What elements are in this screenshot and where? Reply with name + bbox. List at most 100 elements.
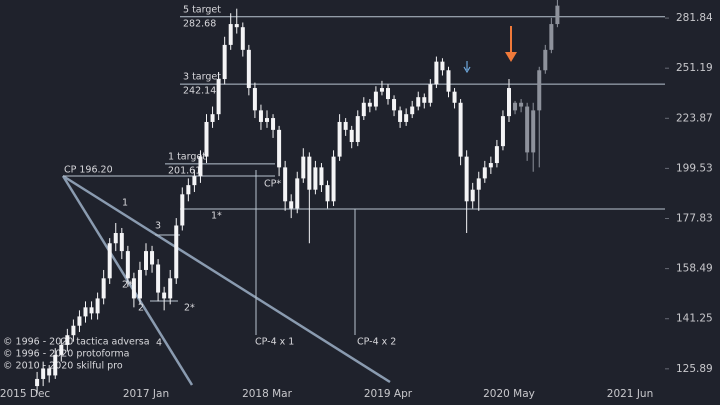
- y-tick-label: 141.25: [676, 313, 713, 325]
- candle-body: [258, 110, 263, 122]
- candle-body: [482, 167, 487, 179]
- credit: © 1996 - 2020 protoforma: [3, 349, 129, 360]
- candle-body: [367, 102, 372, 107]
- candle-body: [107, 243, 112, 279]
- candle-body: [537, 70, 542, 111]
- candle-body: [271, 118, 276, 130]
- candle-body: [83, 307, 88, 317]
- candle-body: [525, 106, 530, 153]
- candle-body: [228, 24, 233, 45]
- candle-body: [41, 368, 46, 379]
- candle-body: [398, 110, 403, 122]
- candle-body: [494, 146, 499, 164]
- level-name: 1 target: [168, 151, 206, 162]
- y-tick-label: 125.89: [676, 363, 713, 375]
- candle-body: [277, 129, 282, 168]
- candle-body: [240, 27, 245, 50]
- annotation: 4: [156, 338, 162, 349]
- candle-body: [404, 114, 409, 122]
- candle-body: [210, 114, 215, 122]
- candle-body: [416, 97, 421, 107]
- candle-body: [174, 225, 179, 279]
- candle-body: [422, 97, 427, 103]
- level-value: 242.14: [183, 86, 216, 97]
- annotation: 3: [155, 221, 161, 232]
- candle-body: [234, 24, 239, 28]
- candle-body: [131, 278, 136, 299]
- candle-body: [507, 88, 511, 117]
- arrow-head: [463, 66, 471, 74]
- candle-body: [313, 167, 318, 190]
- annotation: 1*: [211, 211, 222, 222]
- candle-body: [246, 49, 251, 89]
- candle-body: [361, 102, 366, 117]
- candle-body: [519, 102, 524, 107]
- candle-body: [343, 121, 348, 130]
- candle-body: [59, 344, 64, 355]
- candle-body: [95, 298, 100, 314]
- candle-body: [373, 91, 378, 107]
- candle-body: [222, 44, 227, 80]
- candle-body: [470, 189, 475, 202]
- candle-body: [283, 167, 288, 202]
- y-tick-label: 223.87: [676, 112, 713, 124]
- candle-body: [386, 88, 390, 100]
- candle-body: [440, 61, 445, 71]
- annotation: CP-4 x 1: [255, 337, 294, 348]
- annotation: CP-4 x 2: [357, 337, 396, 348]
- candle-body: [379, 88, 384, 92]
- y-tick-label: 251.19: [676, 62, 713, 74]
- candle-body: [144, 251, 148, 270]
- level-value: 201.61: [168, 165, 201, 176]
- candle-body: [113, 233, 118, 244]
- candle-body: [464, 156, 469, 202]
- candle-body: [180, 194, 185, 226]
- candle-body: [355, 116, 360, 143]
- candle-body: [555, 5, 560, 25]
- candle-body: [543, 49, 548, 71]
- candle-body: [168, 278, 173, 299]
- candle-body: [337, 121, 342, 157]
- candle-body: [252, 88, 257, 111]
- candle-body: [198, 156, 203, 177]
- candle-body: [162, 292, 167, 299]
- candle-body: [476, 178, 481, 190]
- candle-body: [301, 156, 306, 179]
- level-value: 282.68: [183, 18, 216, 29]
- candle-body: [35, 378, 40, 387]
- candle-body: [101, 278, 106, 299]
- candle-body: [325, 185, 330, 202]
- annotation: CP 196.20: [64, 165, 113, 176]
- annotation: 2*: [184, 303, 195, 314]
- candle-body: [65, 335, 70, 345]
- x-tick-label: 2018 Mar: [242, 388, 293, 400]
- candle-body: [71, 325, 76, 336]
- candle-body: [53, 354, 58, 376]
- candle-body: [458, 102, 463, 157]
- candle-body: [319, 167, 324, 186]
- candle-body: [150, 251, 155, 265]
- y-tick-label: 199.53: [676, 162, 713, 174]
- candle-body: [392, 99, 397, 111]
- trend-lines: [61, 170, 665, 386]
- x-tick-label: 2015 Dec: [0, 388, 50, 400]
- candle-body: [428, 84, 433, 103]
- candle-body: [331, 156, 336, 202]
- candle-body: [216, 79, 221, 115]
- x-tick-label: 2017 Jan: [123, 388, 169, 400]
- candle-body: [89, 307, 94, 314]
- candle-body: [77, 316, 82, 326]
- candle-body: [204, 121, 209, 157]
- credit: © 2010 - 2020 skilful pro: [3, 361, 123, 372]
- candle-body: [156, 264, 161, 293]
- x-tick-label: 2021 Jun: [607, 388, 653, 400]
- y-tick-label: 177.83: [676, 213, 713, 225]
- arrows: [463, 26, 517, 74]
- candle-body: [513, 102, 518, 111]
- level-name: 5 target: [183, 4, 221, 15]
- annotation: 2: [138, 303, 144, 314]
- candle-body: [349, 129, 354, 143]
- candle-body: [295, 178, 300, 209]
